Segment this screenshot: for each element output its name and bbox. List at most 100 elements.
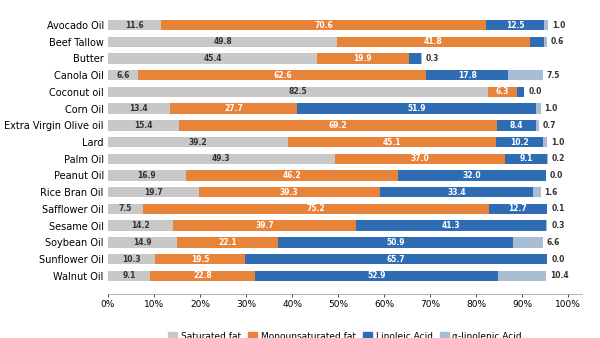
Bar	[108, 120, 179, 130]
Text: 65.7: 65.7	[387, 255, 406, 264]
Text: 10.3: 10.3	[122, 255, 141, 264]
Text: 39.3: 39.3	[280, 188, 298, 197]
Text: 22.8: 22.8	[193, 271, 212, 280]
Bar	[497, 120, 536, 130]
Bar	[155, 254, 245, 264]
Text: 41.3: 41.3	[442, 221, 460, 230]
Bar	[496, 137, 543, 147]
Text: 1.0: 1.0	[551, 138, 565, 147]
Bar	[427, 70, 508, 80]
Bar	[186, 170, 398, 181]
Text: 0.3: 0.3	[551, 221, 565, 230]
Bar	[508, 70, 543, 80]
Bar	[488, 87, 517, 97]
Text: 62.6: 62.6	[273, 71, 292, 80]
Text: 0.3: 0.3	[426, 54, 439, 63]
Bar	[108, 103, 170, 114]
Text: 1.6: 1.6	[544, 188, 557, 197]
Text: 46.2: 46.2	[283, 171, 301, 180]
Bar	[170, 103, 297, 114]
Text: 22.1: 22.1	[218, 238, 237, 247]
Text: 14.2: 14.2	[131, 221, 150, 230]
Text: 0.0: 0.0	[550, 171, 563, 180]
Bar	[486, 20, 544, 30]
Bar	[505, 153, 547, 164]
Text: 45.4: 45.4	[203, 54, 222, 63]
Bar	[108, 204, 143, 214]
Text: 32.0: 32.0	[463, 171, 481, 180]
Bar	[512, 237, 543, 247]
Bar	[108, 20, 161, 30]
Text: 6.6: 6.6	[547, 238, 560, 247]
Text: 45.1: 45.1	[383, 138, 401, 147]
Bar	[297, 103, 536, 114]
Bar	[498, 271, 546, 281]
Bar	[337, 37, 530, 47]
Bar	[278, 237, 512, 247]
Text: 33.4: 33.4	[447, 188, 466, 197]
Bar	[245, 254, 547, 264]
Bar	[517, 87, 524, 97]
Text: 0.2: 0.2	[551, 154, 565, 163]
Bar	[108, 37, 337, 47]
Bar	[108, 87, 488, 97]
Text: 19.5: 19.5	[191, 255, 209, 264]
Bar	[546, 220, 547, 231]
Bar	[108, 271, 150, 281]
Text: 0.1: 0.1	[551, 204, 565, 213]
Text: 70.6: 70.6	[314, 21, 333, 29]
Bar	[173, 220, 356, 231]
Bar	[199, 187, 380, 197]
Text: 75.2: 75.2	[306, 204, 325, 213]
Text: 41.8: 41.8	[424, 37, 443, 46]
Text: 14.9: 14.9	[133, 238, 152, 247]
Text: 7.5: 7.5	[119, 204, 132, 213]
Bar	[108, 237, 176, 247]
Text: 9.1: 9.1	[520, 154, 533, 163]
Bar	[335, 153, 505, 164]
Bar	[108, 53, 317, 64]
Bar	[543, 137, 547, 147]
Text: 12.5: 12.5	[506, 21, 524, 29]
Bar	[356, 220, 546, 231]
Bar	[547, 153, 548, 164]
Bar	[530, 37, 544, 47]
Text: 17.8: 17.8	[458, 71, 477, 80]
Bar	[150, 271, 255, 281]
Legend: Saturated fat, Monounsaturated fat, Linoleic Acid, α-linolenic Acid: Saturated fat, Monounsaturated fat, Lino…	[164, 328, 526, 338]
Text: 49.8: 49.8	[213, 37, 232, 46]
Bar	[108, 187, 199, 197]
Text: 8.4: 8.4	[510, 121, 523, 130]
Text: 69.2: 69.2	[329, 121, 347, 130]
Text: 0.0: 0.0	[528, 88, 542, 96]
Text: 27.7: 27.7	[224, 104, 243, 113]
Text: 82.5: 82.5	[289, 88, 307, 96]
Bar	[533, 187, 541, 197]
Bar	[108, 170, 186, 181]
Text: 16.9: 16.9	[137, 171, 156, 180]
Bar	[139, 70, 427, 80]
Bar	[108, 254, 155, 264]
Text: 49.3: 49.3	[212, 154, 231, 163]
Text: 37.0: 37.0	[410, 154, 430, 163]
Bar	[488, 204, 547, 214]
Text: 15.4: 15.4	[134, 121, 152, 130]
Bar	[108, 70, 139, 80]
Text: 39.2: 39.2	[189, 138, 208, 147]
Text: 6.6: 6.6	[116, 71, 130, 80]
Text: 1.0: 1.0	[544, 104, 557, 113]
Text: 0.7: 0.7	[543, 121, 556, 130]
Bar	[161, 20, 486, 30]
Text: 12.7: 12.7	[508, 204, 527, 213]
Bar	[108, 220, 173, 231]
Text: 50.9: 50.9	[386, 238, 404, 247]
Text: 0.6: 0.6	[550, 37, 563, 46]
Text: 10.2: 10.2	[510, 138, 529, 147]
Bar	[255, 271, 498, 281]
Text: 19.7: 19.7	[144, 188, 163, 197]
Bar	[536, 103, 541, 114]
Bar	[176, 237, 278, 247]
Text: 13.4: 13.4	[130, 104, 148, 113]
Bar	[536, 120, 539, 130]
Bar	[289, 137, 496, 147]
